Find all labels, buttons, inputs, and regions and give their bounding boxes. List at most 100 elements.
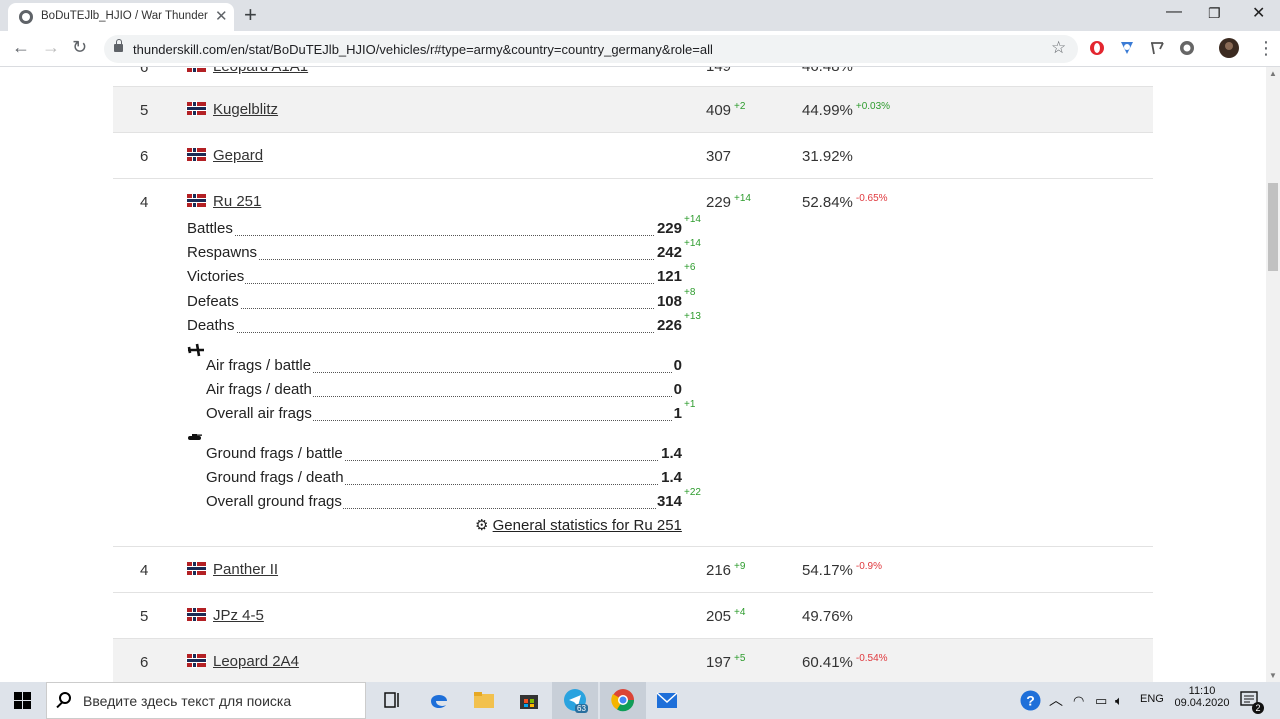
vehicle-link[interactable]: Panther II [213,561,279,578]
stat-line: Ground frags / death 1.4 [113,469,1153,493]
forward-button[interactable]: → [42,37,60,57]
vehicle-link[interactable]: Leopard 2A4 [213,653,299,670]
vehicle-row[interactable]: 5 Kugelblitz 409 +2 44.99% +0.03% [113,87,1153,133]
vehicle-link[interactable]: Gepard [213,147,264,164]
scroll-up-arrow-icon[interactable]: ▲ [1269,69,1277,78]
stat-delta: +14 [684,214,701,225]
reload-button[interactable]: ↻ [72,37,88,57]
stat-value: 108 [655,292,682,310]
opera-icon[interactable] [1089,40,1105,56]
vehicle-row[interactable]: 6 Leopard 2A4 197 +5 60.41% -0.54% [113,639,1153,682]
rank: 6 [140,148,149,165]
win-rate: 31.92% [802,148,853,165]
language-indicator[interactable]: ENG [1140,693,1164,705]
germany-flag-icon [187,562,206,575]
file-explorer-icon[interactable] [472,689,496,711]
mail-icon[interactable] [655,689,679,711]
stat-value: 0 [672,381,682,399]
browser-toolbar: ← → ↻ thunderskill.com/en/stat/BoDuTEJlb… [0,31,1280,67]
germany-flag-icon [187,102,206,115]
stat-label: Battles [187,220,234,237]
stat-delta: +22 [684,487,701,499]
general-stats-link[interactable]: ⚙ General statistics for Ru 251 [475,517,682,534]
battles-count: 229 +14 [706,193,751,211]
battles-count: 216 +9 [706,561,746,579]
scrollbar-thumb[interactable] [1268,183,1278,271]
tab-title: BoDuTEJlb_HJIO / War Thunder p [41,10,209,22]
stat-line: Victories 121 +6 [113,262,1153,292]
menu-kebab-icon[interactable]: ⋮ [1257,38,1275,58]
win-rate: 52.84% -0.65% [802,193,888,211]
vehicle-row[interactable]: 4 Panther II 216 +9 54.17% -0.9% [113,547,1153,593]
extension-icon-3[interactable] [1179,40,1195,56]
tab-strip: BoDuTEJlb_HJIO / War Thunder p ✕ + — ❐ ✕ [0,0,1280,31]
volume-icon[interactable]: 🔈︎ [1115,693,1123,708]
stat-delta: +13 [684,310,701,322]
rank: 4 [140,194,149,211]
edge-icon[interactable] [427,689,451,711]
rank: 6 [140,654,149,671]
restore-button[interactable]: ❐ [1208,5,1221,21]
taskbar-search[interactable]: Введите здесь текст для поиска [46,682,366,719]
stat-value: 229 [655,220,682,237]
clock[interactable]: 11:10 09.04.2020 [1174,685,1230,709]
vehicle-row[interactable]: 6 Gepard 307 31.92% [113,133,1153,179]
stat-delta: +8 [684,286,696,298]
stat-line: Defeats 108 +8 [113,287,1153,317]
start-windows-icon[interactable] [14,692,31,709]
close-window-button[interactable]: ✕ [1252,5,1266,22]
stat-line: Air frags / death 0 [113,381,1153,405]
stat-value: 121 [655,268,682,286]
expanded-vehicle-row: 4 Ru 251 229 +14 52.84% -0.65% Battles 229 +… [113,179,1153,547]
vertical-scrollbar[interactable]: ▲ ▼ [1266,67,1280,682]
stat-line: Overall ground frags 314 +22 [113,487,1153,517]
table-row: 6 Leopard A1A1 149 46.48% [113,67,1153,87]
win-rate: 44.99% +0.03% [802,101,891,119]
address-bar[interactable]: thunderskill.com/en/stat/BoDuTEJlb_HJIO/… [104,35,1078,63]
stat-delta: +1 [684,399,696,411]
vehicle-link[interactable]: Ru 251 [213,193,262,210]
stat-label: Air frags / death [206,381,313,399]
battles-count: 307 [706,148,732,165]
telegram-taskbar-button[interactable]: 63 [552,682,598,719]
notifications-icon[interactable] [1240,691,1260,709]
win-rate: 54.17% -0.9% [802,561,882,579]
stat-value: 1.4 [660,445,682,462]
vehicle-link[interactable]: Leopard A1A1 [213,67,308,75]
tray-chevron-up-icon[interactable]: ︿ [1049,692,1063,708]
vehicle-link[interactable]: Kugelblitz [213,101,279,118]
bookmark-star-icon[interactable]: ☆ [1051,38,1067,57]
stat-value: 226 [655,316,682,334]
battery-icon[interactable]: ▭ [1095,693,1108,708]
chrome-icon [611,689,635,712]
page-content: 6 Leopard A1A1 149 46.48% 5 Kugelblitz 409… [0,67,1266,682]
store-icon[interactable] [517,689,541,711]
vehicle-row[interactable]: 5 JPz 4-5 205 +4 49.76% [113,593,1153,639]
vehicle-link[interactable]: JPz 4-5 [213,607,264,624]
rank: 5 [140,608,149,625]
stat-label: Defeats [187,292,240,310]
help-icon[interactable]: ? [1020,690,1041,711]
germany-flag-icon [187,67,206,72]
url-text: thunderskill.com/en/stat/BoDuTEJlb_HJIO/… [133,42,713,57]
extension-icon[interactable] [1119,40,1135,56]
extension-icon-2[interactable] [1149,40,1165,56]
minimize-button[interactable]: — [1166,3,1182,20]
stat-label: Ground frags / death [206,469,345,487]
browser-tab[interactable]: BoDuTEJlb_HJIO / War Thunder p ✕ [8,3,234,31]
chrome-taskbar-button[interactable] [600,682,646,719]
new-tab-button[interactable]: + [244,2,257,27]
close-tab-icon[interactable]: ✕ [215,8,228,25]
avatar[interactable] [1219,38,1239,58]
stat-label: Deaths [187,316,236,334]
wifi-icon[interactable]: ◠ [1073,693,1085,708]
win-rate: 60.41% -0.54% [802,653,888,671]
search-icon [59,692,71,704]
back-button[interactable]: ← [12,37,30,57]
stat-value: 1.4 [660,469,682,487]
task-view-icon[interactable] [380,689,404,711]
stat-line: Ground frags / battle 1.4 [113,445,1153,469]
stat-delta: +14 [684,238,701,250]
scroll-down-arrow-icon[interactable]: ▼ [1269,671,1277,680]
stat-line: Respawns 242 +14 [113,238,1153,268]
